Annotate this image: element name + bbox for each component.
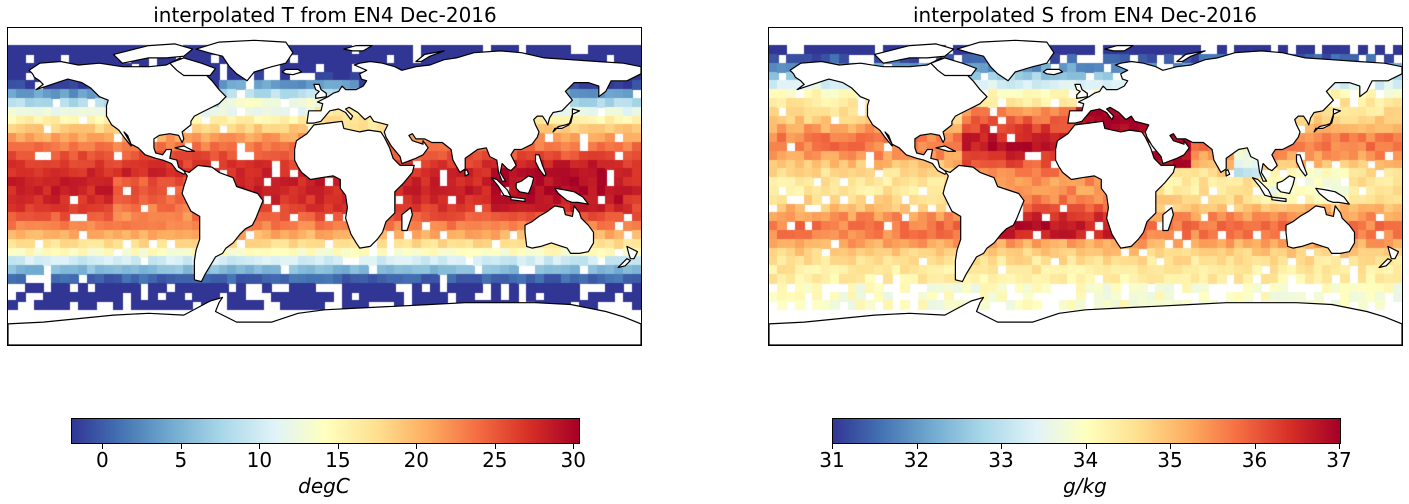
landmass [617,258,631,269]
landmass [464,169,470,177]
colorbar-tick-label: 0 [96,448,109,472]
landmass [1285,205,1356,254]
landmass [942,164,1025,283]
landmass [313,83,327,99]
colorbar-salinity [832,418,1341,444]
landmass [1315,187,1350,205]
landmass [1225,169,1231,177]
landmass [294,120,415,249]
landmass [1162,207,1174,232]
landmass [1387,245,1400,260]
colorbar-tick-label: 5 [174,448,188,472]
colorbar-tick-label: 35 [1157,448,1183,472]
landmass [281,68,303,76]
colorbar-tick-label: 36 [1241,448,1268,472]
colorbar-tick [102,443,104,449]
landmass [626,245,639,260]
colorbar-tick [494,443,496,449]
landmass [28,57,227,175]
landmass [552,108,581,133]
colorbar-tick-label: 37 [1326,448,1352,472]
landmass [174,145,195,152]
landmass [1313,108,1342,133]
colorbar-tick [416,443,418,449]
panel-title-salinity: interpolated S from EN4 Dec-2016 [913,3,1257,27]
landmass [1295,154,1308,177]
map-salinity [768,27,1403,346]
colorbar-tick-label: 25 [482,448,508,472]
colorbar-tick [1170,443,1171,449]
landmass [554,187,589,205]
landmass [930,57,978,77]
landmass [1176,50,1206,63]
landmass [112,43,194,64]
colorbar-tick-label: 34 [1072,448,1099,472]
landmass [181,164,264,283]
landmass [195,39,294,82]
landmass [510,196,526,203]
colorbar-tick [573,443,575,449]
colorbar-tick [832,443,833,449]
colorbar-tick [1001,443,1002,449]
landmass [306,50,641,182]
landmass [1378,258,1392,269]
landmass [401,207,413,232]
landmass [1276,175,1296,195]
colorbar-label-salinity: g/kg [1063,474,1107,498]
colorbar-label-temperature: degC [298,474,350,498]
panel-title-temperature: interpolated T from EN4 Dec-2016 [153,3,497,27]
landmass [1271,196,1287,203]
coastline-overlay [769,39,1402,345]
landmass [769,296,1402,345]
landmass [515,175,535,195]
colorbar-tick [259,443,261,449]
landmass [1251,177,1273,198]
colorbar-tick [180,443,182,449]
landmass [873,43,955,64]
colorbar-tick-label: 32 [903,448,930,472]
coastline-overlay [8,39,641,345]
landmass [534,154,547,177]
landmass [1104,45,1134,52]
colorbar-tick-label: 20 [403,448,430,472]
landmass [1055,120,1176,249]
colorbar-tick [1085,443,1087,449]
landmass [490,177,512,198]
colorbar-tick [1339,443,1340,449]
landmass [415,50,445,63]
landmass [343,45,373,52]
landmass [956,39,1055,82]
landmass [8,296,641,345]
landmass [935,145,956,152]
colorbar-tick-label: 15 [325,448,351,472]
landmass [169,57,217,77]
colorbar-tick-label: 30 [560,448,587,472]
colorbar-tick [1254,443,1256,449]
colorbar-temperature [71,418,580,444]
colorbar-tick [337,443,339,449]
landmass [1074,83,1088,99]
landmass [789,57,988,175]
colorbar-tick [916,443,918,449]
landmass [1042,68,1064,76]
colorbar-tick-label: 10 [246,448,273,472]
colorbar-tick-label: 31 [819,448,845,472]
landmass [1067,50,1402,182]
map-temperature [7,27,642,346]
colorbar-tick-label: 33 [988,448,1014,472]
landmass [524,205,595,254]
